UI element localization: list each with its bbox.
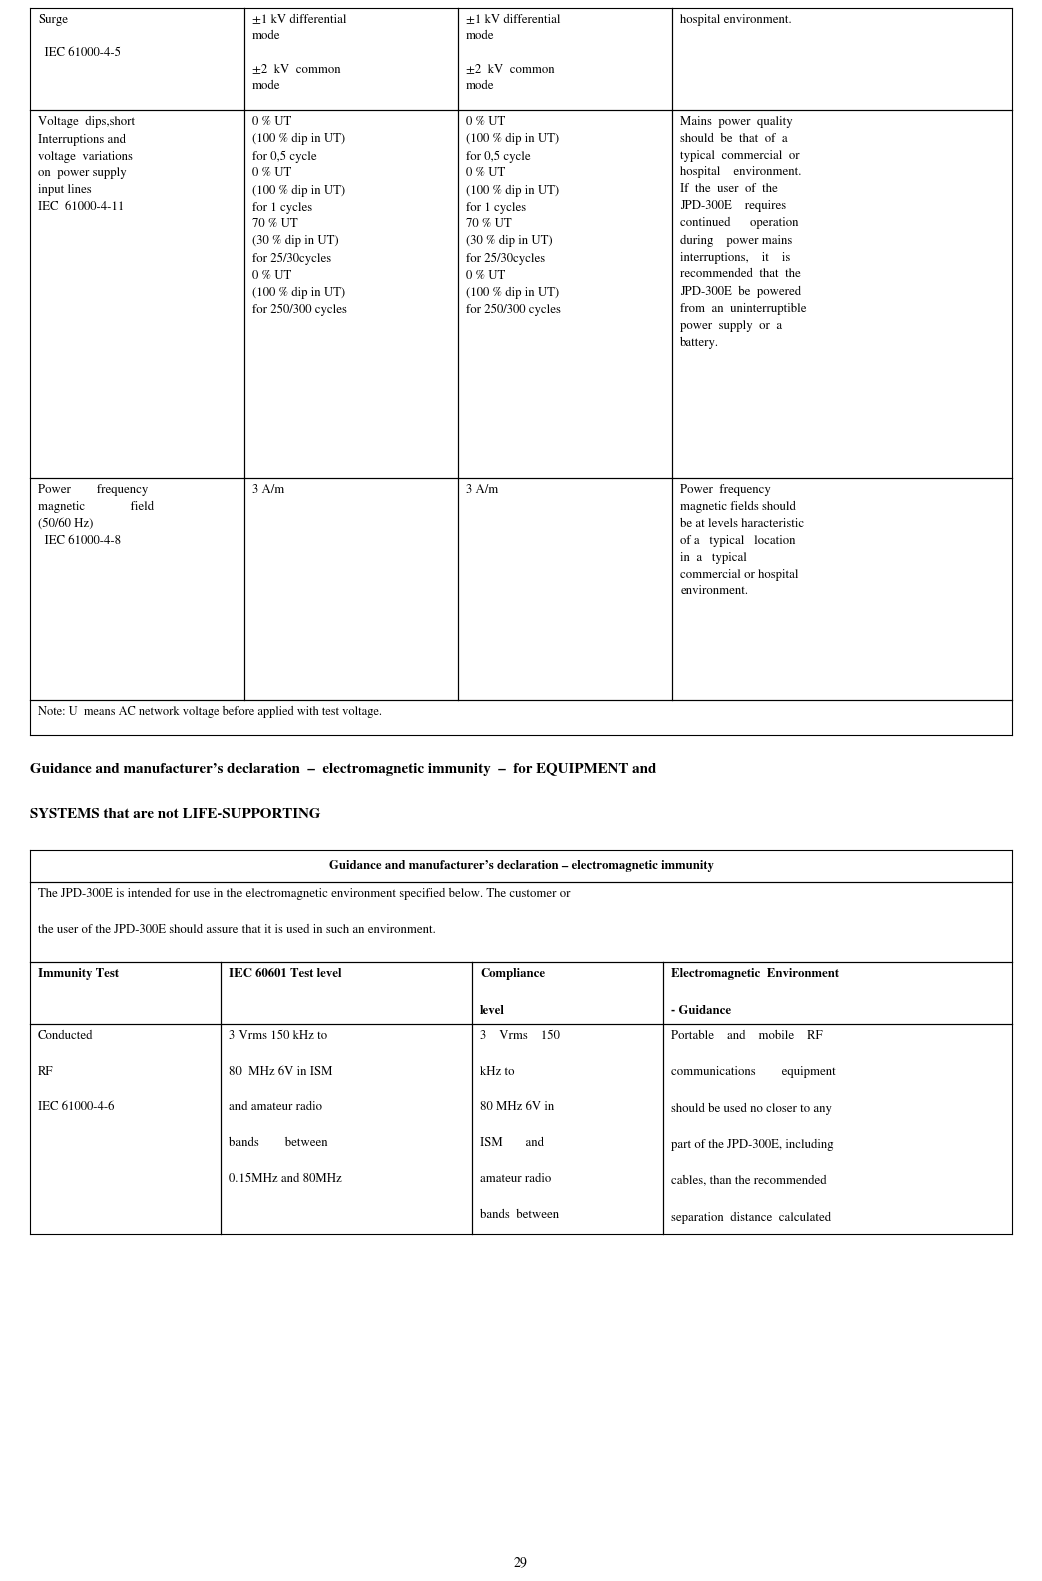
Text: SYSTEMS that are not LIFE-SUPPORTING: SYSTEMS that are not LIFE-SUPPORTING	[30, 808, 321, 821]
Text: Surge

  IEC 61000-4-5: Surge IEC 61000-4-5	[38, 14, 121, 58]
Text: Portable    and    mobile    RF

communications        equipment

should be used: Portable and mobile RF communications eq…	[671, 1029, 836, 1224]
Text: 0 % UT
(100 % dip in UT)
for 0,5 cycle
0 % UT
(100 % dip in UT)
for 1 cycles
70 : 0 % UT (100 % dip in UT) for 0,5 cycle 0…	[466, 115, 561, 316]
Text: ±1 kV differential
mode

±2  kV  common
mode: ±1 kV differential mode ±2 kV common mod…	[252, 14, 347, 92]
Text: Power  frequency
magnetic fields should
be at levels haracteristic
of a   typica: Power frequency magnetic fields should b…	[680, 484, 804, 598]
Text: 0 % UT
(100 % dip in UT)
for 0,5 cycle
0 % UT
(100 % dip in UT)
for 1 cycles
70 : 0 % UT (100 % dip in UT) for 0,5 cycle 0…	[252, 115, 347, 316]
Text: IEC 60601 Test level: IEC 60601 Test level	[229, 968, 342, 980]
Text: The JPD-300E is intended for use in the electromagnetic environment specified be: The JPD-300E is intended for use in the …	[38, 889, 571, 936]
Text: hospital environment.: hospital environment.	[680, 14, 792, 25]
Text: Conducted

RF

IEC 61000-4-6: Conducted RF IEC 61000-4-6	[38, 1029, 115, 1113]
Text: 3 A/m: 3 A/m	[252, 484, 284, 496]
Text: Mains  power  quality
should  be  that  of  a
typical  commercial  or
hospital  : Mains power quality should be that of a …	[680, 115, 807, 349]
Text: Note: Uₜ means AC network voltage before applied with test voltage.: Note: Uₜ means AC network voltage before…	[38, 707, 382, 718]
Text: 3 Vrms 150 kHz to

80  MHz（6V in ISM

and amateur radio

bands        between

0: 3 Vrms 150 kHz to 80 MHz（6V in ISM and a…	[229, 1029, 346, 1186]
Text: 3    Vrms    150

kHz to

80 MHz（6V in

ISM       and

amateur radio

bands  bet: 3 Vrms 150 kHz to 80 MHz（6V in ISM and a…	[480, 1029, 560, 1221]
Text: 3 A/m: 3 A/m	[466, 484, 498, 496]
Text: Compliance

level: Compliance level	[480, 968, 545, 1017]
Text: Electromagnetic  Environment

- Guidance: Electromagnetic Environment - Guidance	[671, 968, 840, 1017]
Text: Guidance and manufacturer’s declaration  –  electromagnetic immunity  –  for EQU: Guidance and manufacturer’s declaration …	[30, 764, 656, 776]
Text: Immunity Test: Immunity Test	[38, 968, 119, 980]
Text: 29: 29	[514, 1556, 528, 1570]
Text: Power        frequency
magnetic              field
(50/60 Hz)
  IEC 61000-4-8: Power frequency magnetic field (50/60 Hz…	[38, 484, 154, 547]
Text: Voltage  dips,short
Interruptions and
voltage  variations
on  power supply
input: Voltage dips,short Interruptions and vol…	[38, 115, 135, 213]
Text: Guidance and manufacturer’s declaration – electromagnetic immunity: Guidance and manufacturer’s declaration …	[328, 860, 714, 873]
Text: ±1 kV differential
mode

±2  kV  common
mode: ±1 kV differential mode ±2 kV common mod…	[466, 14, 561, 92]
